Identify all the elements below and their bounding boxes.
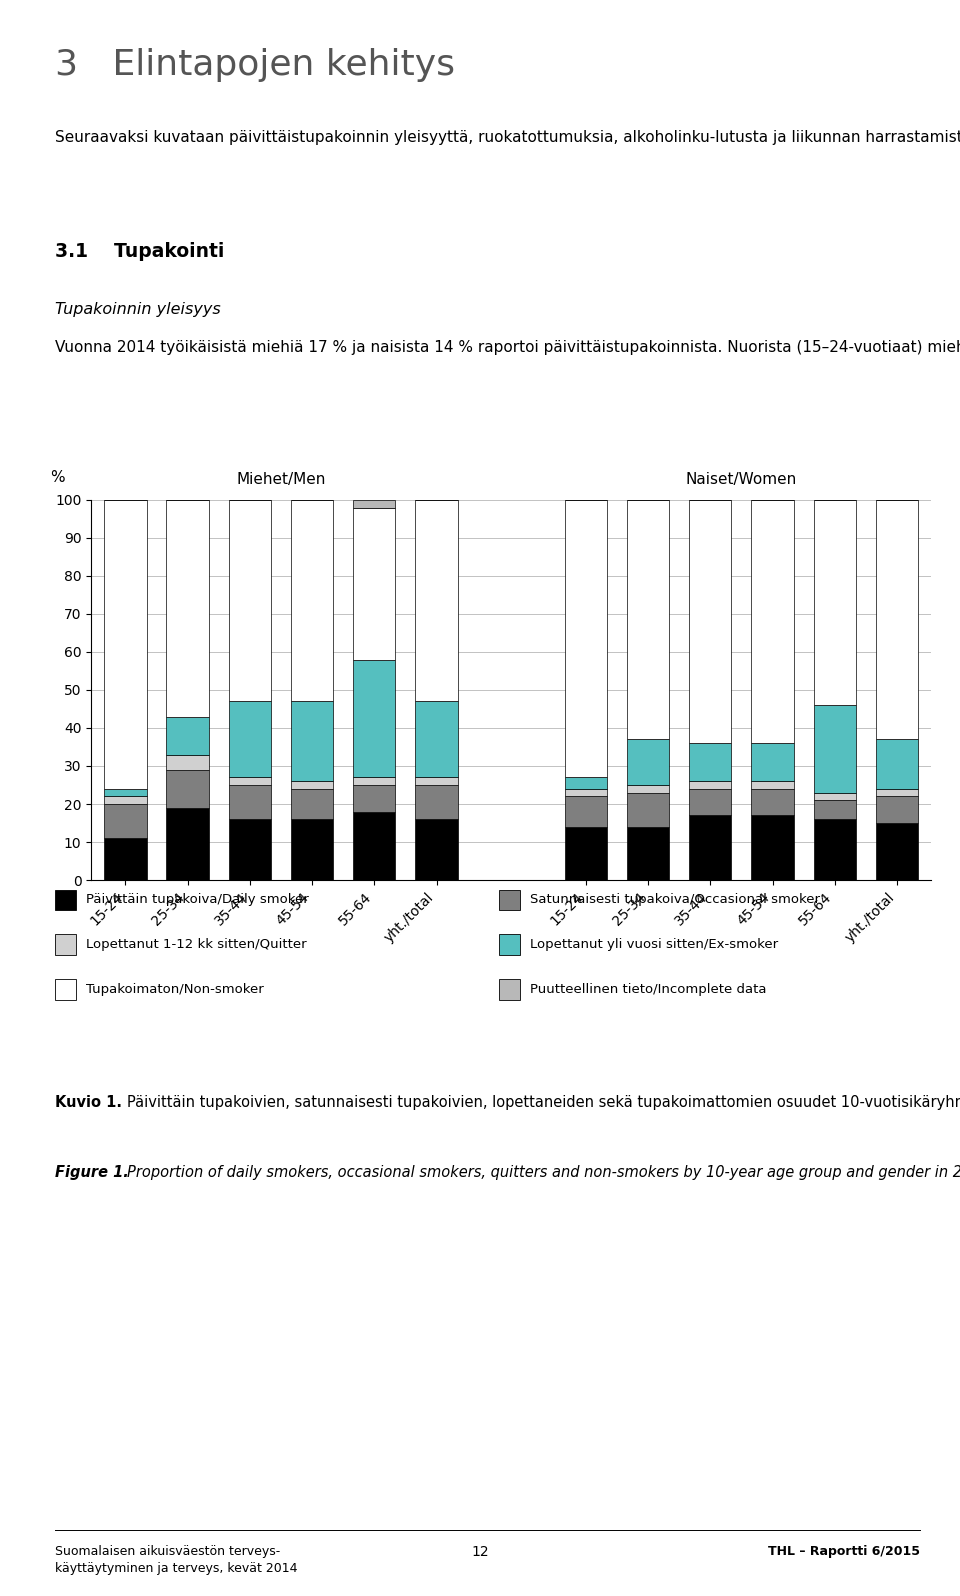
Text: Lopettanut 1-12 kk sitten/Quitter: Lopettanut 1-12 kk sitten/Quitter: [85, 938, 306, 951]
Bar: [105, 804, 147, 838]
Bar: [564, 827, 607, 879]
Bar: [752, 788, 794, 816]
Text: Miehet/Men: Miehet/Men: [236, 472, 325, 487]
Bar: [752, 744, 794, 780]
Bar: [228, 785, 271, 819]
Y-axis label: %: %: [50, 469, 65, 485]
Bar: [291, 500, 333, 701]
Bar: [564, 500, 607, 777]
Bar: [627, 500, 669, 739]
Bar: [813, 793, 856, 800]
Bar: [291, 701, 333, 780]
Bar: [228, 819, 271, 879]
Bar: [564, 788, 607, 796]
Bar: [752, 816, 794, 879]
Text: Seuraavaksi kuvataan päivittäistupakoinnin yleisyyttä, ruokatottumuksia, alkohol: Seuraavaksi kuvataan päivittäistupakoinn…: [55, 129, 960, 145]
Text: Puutteellinen tieto/Incomplete data: Puutteellinen tieto/Incomplete data: [530, 983, 766, 996]
Bar: [105, 788, 147, 796]
Bar: [105, 500, 147, 788]
Bar: [627, 827, 669, 879]
Bar: [627, 739, 669, 785]
Bar: [752, 780, 794, 788]
Text: Lopettanut yli vuosi sitten/Ex-smoker: Lopettanut yli vuosi sitten/Ex-smoker: [530, 938, 778, 951]
Bar: [876, 796, 918, 824]
Bar: [228, 500, 271, 701]
Text: THL – Raportti 6/2015: THL – Raportti 6/2015: [768, 1545, 920, 1558]
Bar: [416, 701, 458, 777]
Bar: [228, 777, 271, 785]
Bar: [166, 717, 208, 755]
Bar: [689, 788, 732, 816]
Bar: [105, 838, 147, 879]
Bar: [353, 659, 396, 777]
Text: Suomalaisen aikuisväestön terveys-
käyttäytyminen ja terveys, kevät 2014: Suomalaisen aikuisväestön terveys- käytt…: [55, 1545, 298, 1575]
Text: 3   Elintapojen kehitys: 3 Elintapojen kehitys: [55, 48, 455, 81]
Bar: [228, 701, 271, 777]
Bar: [166, 755, 208, 769]
Bar: [166, 500, 208, 717]
Bar: [689, 816, 732, 879]
Bar: [627, 793, 669, 827]
Bar: [813, 705, 856, 793]
Bar: [416, 777, 458, 785]
Text: Päivittäin tupakoiva/Daily smoker: Päivittäin tupakoiva/Daily smoker: [85, 894, 308, 907]
Text: Tupakoinnin yleisyys: Tupakoinnin yleisyys: [55, 302, 221, 318]
Bar: [105, 796, 147, 804]
Bar: [353, 785, 396, 812]
Bar: [416, 785, 458, 819]
Text: Satunnaisesti tupakoiva/Occasional smoker: Satunnaisesti tupakoiva/Occasional smoke…: [530, 894, 820, 907]
Bar: [416, 500, 458, 701]
Bar: [876, 788, 918, 796]
Bar: [166, 808, 208, 879]
Bar: [353, 500, 396, 508]
Bar: [813, 500, 856, 705]
Bar: [689, 780, 732, 788]
Text: Naiset/Women: Naiset/Women: [685, 472, 797, 487]
Bar: [627, 785, 669, 793]
Text: Proportion of daily smokers, occasional smokers, quitters and non-smokers by 10-: Proportion of daily smokers, occasional …: [127, 1165, 960, 1179]
Text: 3.1    Tupakointi: 3.1 Tupakointi: [55, 243, 225, 262]
Bar: [813, 819, 856, 879]
Text: Kuvio 1.: Kuvio 1.: [55, 1095, 122, 1109]
Bar: [291, 788, 333, 819]
Bar: [689, 500, 732, 744]
Bar: [876, 739, 918, 788]
Text: Tupakoimaton/Non-smoker: Tupakoimaton/Non-smoker: [85, 983, 263, 996]
Bar: [689, 744, 732, 780]
Text: 12: 12: [471, 1545, 489, 1559]
Bar: [876, 500, 918, 739]
Bar: [416, 819, 458, 879]
Bar: [876, 824, 918, 879]
Text: Vuonna 2014 työikäisistä miehiä 17 % ja naisista 14 % raportoi päivittäistupakoi: Vuonna 2014 työikäisistä miehiä 17 % ja …: [55, 340, 960, 354]
Text: Figure 1.: Figure 1.: [55, 1165, 129, 1179]
Bar: [564, 777, 607, 788]
Bar: [353, 777, 396, 785]
Bar: [353, 508, 396, 659]
Bar: [564, 796, 607, 827]
Bar: [166, 769, 208, 808]
Bar: [752, 500, 794, 744]
Bar: [353, 812, 396, 879]
Text: Päivittäin tupakoivien, satunnaisesti tupakoivien, lopettaneiden sekä tupakoimat: Päivittäin tupakoivien, satunnaisesti tu…: [127, 1095, 960, 1109]
Bar: [291, 819, 333, 879]
Bar: [813, 800, 856, 819]
Bar: [291, 780, 333, 788]
